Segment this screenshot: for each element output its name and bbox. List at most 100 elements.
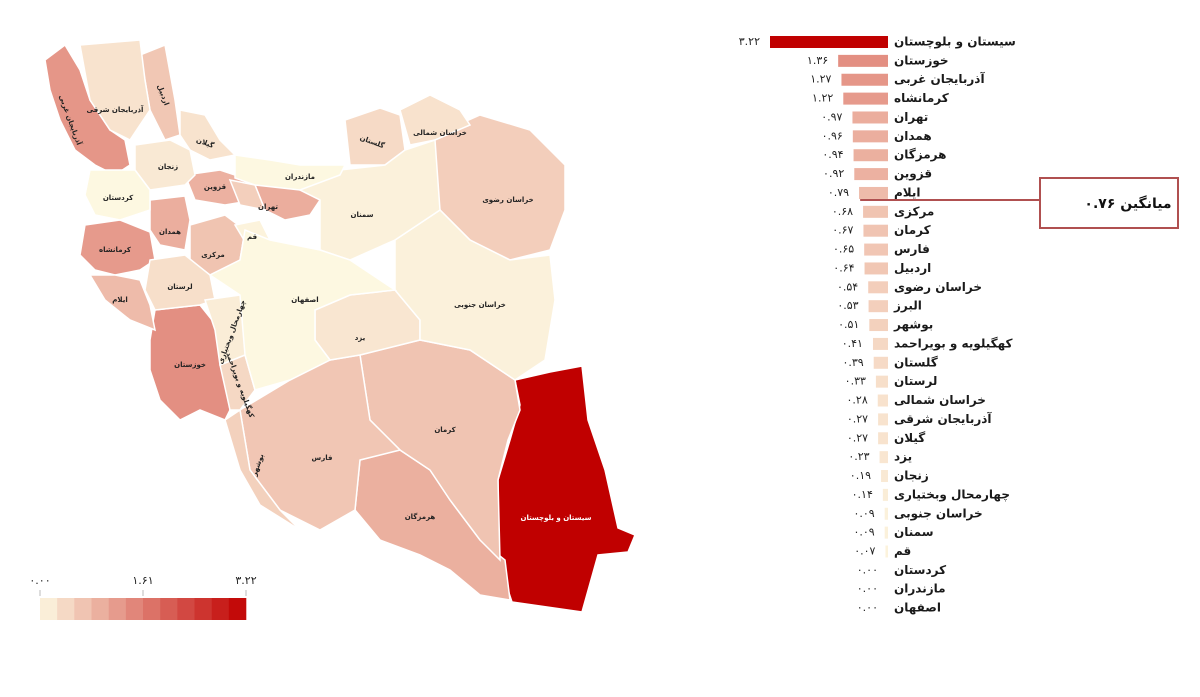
bar bbox=[884, 507, 888, 520]
value-label: ۰.۴۱ bbox=[842, 337, 863, 350]
legend-tick-label: ۱.۶۱ bbox=[132, 574, 153, 587]
province-label: فارس bbox=[312, 454, 333, 462]
bar bbox=[843, 92, 888, 105]
value-label: ۰.۱۴ bbox=[852, 488, 873, 501]
value-label: ۰.۳۹ bbox=[842, 356, 863, 369]
province-label: همدان bbox=[159, 228, 181, 236]
category-label: ایلام bbox=[894, 185, 921, 200]
bar bbox=[868, 300, 888, 313]
province-label: تهران bbox=[258, 203, 278, 211]
category-label: البرز bbox=[893, 299, 922, 313]
bar bbox=[884, 526, 888, 539]
bar bbox=[854, 168, 888, 181]
category-label: لرستان bbox=[894, 374, 937, 388]
value-label: ۰.۶۴ bbox=[833, 261, 854, 274]
category-label: همدان bbox=[894, 129, 932, 143]
province-label: ایلام bbox=[112, 296, 127, 304]
province-label: خراسان رضوی bbox=[482, 196, 533, 204]
legend-swatch bbox=[177, 598, 195, 620]
value-label: ۱.۲۷ bbox=[810, 73, 831, 86]
category-label: مازندران bbox=[894, 582, 946, 596]
category-label: هرمزگان bbox=[894, 148, 946, 162]
bar-chart: ۳.۲۲ سیستان و بلوچستان ۱.۳۶ خوزستان ۱.۲۷ آذرب… bbox=[739, 35, 1016, 615]
province-label: خراسان شمالی bbox=[413, 129, 467, 137]
value-label: ۰.۹۲ bbox=[823, 167, 844, 180]
value-label: ۰.۹۷ bbox=[821, 110, 842, 123]
value-label: ۰.۰۹ bbox=[853, 507, 874, 520]
bar bbox=[864, 243, 888, 256]
value-label: ۰.۵۱ bbox=[838, 318, 859, 331]
legend-swatch bbox=[160, 598, 178, 620]
legend-tick-label: ۳.۲۲ bbox=[235, 574, 256, 587]
province-label: کرمانشاه bbox=[99, 246, 132, 254]
legend-swatch bbox=[74, 598, 92, 620]
value-label: ۰.۶۸ bbox=[832, 205, 853, 218]
province bbox=[224, 408, 301, 531]
bar bbox=[841, 73, 888, 86]
province bbox=[228, 178, 267, 212]
value-label: ۰.۵۳ bbox=[837, 299, 858, 312]
category-label: تهران bbox=[894, 110, 928, 124]
province-label: لرستان bbox=[167, 283, 193, 291]
province bbox=[298, 138, 441, 261]
value-label: ۰.۱۹ bbox=[850, 469, 871, 482]
province bbox=[234, 154, 347, 191]
bar bbox=[868, 281, 888, 294]
legend-swatch bbox=[228, 598, 247, 620]
category-label: فارس bbox=[894, 242, 930, 256]
legend-swatch bbox=[40, 598, 58, 620]
bar bbox=[878, 432, 888, 445]
bar bbox=[875, 375, 888, 388]
category-label: یزد bbox=[894, 450, 912, 464]
category-label: خوزستان bbox=[894, 53, 949, 68]
value-label: ۰.۷۹ bbox=[828, 186, 849, 199]
province-label: کردستان bbox=[103, 194, 134, 202]
bar bbox=[885, 545, 888, 558]
bar bbox=[838, 54, 888, 67]
province-label: هرمزگان bbox=[405, 512, 436, 521]
mean-label: میانگین ۰.۷۶ bbox=[1084, 195, 1171, 212]
province-label: سمنان bbox=[350, 211, 373, 219]
legend-tick-label: ۰.۰۰ bbox=[29, 574, 50, 587]
category-label: خراسان شمالی bbox=[894, 393, 986, 407]
category-label: اردبیل bbox=[894, 261, 931, 275]
province bbox=[179, 109, 237, 161]
bar bbox=[873, 356, 888, 369]
province-label: مرکزی bbox=[201, 251, 225, 259]
bar bbox=[881, 470, 888, 483]
bar bbox=[859, 186, 888, 199]
category-label: آذربایجان غربی bbox=[894, 71, 985, 86]
category-label: کردستان bbox=[894, 563, 946, 577]
value-label: ۰.۳۳ bbox=[845, 375, 866, 388]
value-label: ۰.۰۷ bbox=[854, 544, 875, 557]
bar bbox=[853, 149, 888, 162]
province bbox=[399, 94, 472, 146]
value-label: ۰.۹۴ bbox=[822, 148, 843, 161]
value-label: ۳.۲۲ bbox=[739, 35, 760, 48]
value-label: ۰.۲۳ bbox=[848, 450, 869, 463]
province-label: خوزستان bbox=[174, 361, 206, 369]
mean-box bbox=[1039, 177, 1179, 229]
province bbox=[149, 195, 191, 251]
bar bbox=[852, 111, 888, 124]
value-label: ۱.۳۶ bbox=[807, 54, 828, 67]
category-label: کهگیلویه و بویراحمد bbox=[894, 336, 1013, 351]
province bbox=[79, 219, 156, 276]
category-label: اصفهان bbox=[894, 601, 941, 615]
category-label: سمنان bbox=[894, 525, 934, 539]
bar bbox=[872, 337, 888, 350]
legend-swatch bbox=[211, 598, 230, 620]
province-label: کرمان bbox=[434, 426, 456, 434]
legend-swatch bbox=[57, 598, 75, 620]
province-label: زنجان bbox=[158, 163, 178, 171]
category-label: کرمانشاه bbox=[894, 91, 949, 105]
province bbox=[44, 43, 131, 176]
bar bbox=[882, 488, 888, 501]
value-label: ۰.۰۰ bbox=[857, 563, 878, 576]
value-label: ۰.۰۰ bbox=[857, 582, 878, 595]
category-label: خراسان جنوبی bbox=[894, 506, 983, 521]
value-label: ۰.۶۵ bbox=[833, 243, 854, 256]
bar bbox=[864, 262, 888, 275]
